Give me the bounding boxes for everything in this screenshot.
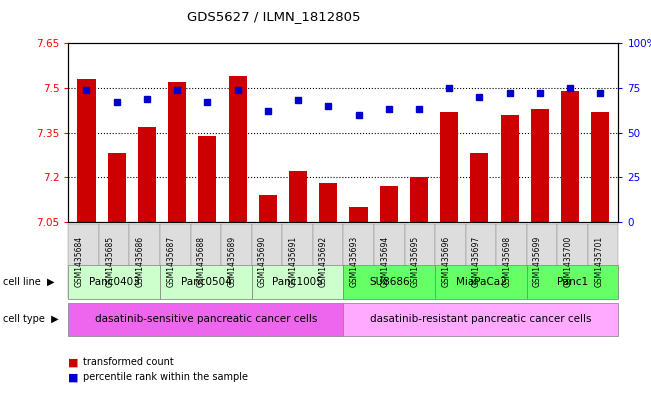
Bar bbox=[501, 115, 519, 222]
Text: GSM1435687: GSM1435687 bbox=[166, 236, 175, 287]
Text: GSM1435696: GSM1435696 bbox=[441, 236, 450, 287]
Text: SU8686: SU8686 bbox=[369, 277, 409, 287]
Text: ■: ■ bbox=[68, 357, 79, 367]
Bar bbox=[380, 186, 398, 222]
Bar bbox=[258, 195, 277, 222]
Text: GSM1435695: GSM1435695 bbox=[411, 236, 420, 287]
Text: dasatinib-resistant pancreatic cancer cells: dasatinib-resistant pancreatic cancer ce… bbox=[370, 314, 592, 324]
Text: cell line  ▶: cell line ▶ bbox=[3, 277, 55, 287]
Text: GSM1435693: GSM1435693 bbox=[350, 236, 359, 287]
Text: GDS5627 / ILMN_1812805: GDS5627 / ILMN_1812805 bbox=[187, 10, 360, 23]
Text: GSM1435691: GSM1435691 bbox=[288, 236, 298, 287]
Text: transformed count: transformed count bbox=[83, 357, 173, 367]
Text: GSM1435700: GSM1435700 bbox=[564, 236, 573, 287]
Bar bbox=[289, 171, 307, 222]
Text: dasatinib-sensitive pancreatic cancer cells: dasatinib-sensitive pancreatic cancer ce… bbox=[94, 314, 317, 324]
Text: GSM1435694: GSM1435694 bbox=[380, 236, 389, 287]
Text: GSM1435690: GSM1435690 bbox=[258, 236, 267, 287]
Text: ■: ■ bbox=[68, 372, 79, 382]
Text: GSM1435684: GSM1435684 bbox=[75, 236, 83, 287]
Text: GSM1435701: GSM1435701 bbox=[594, 236, 603, 287]
Text: GSM1435686: GSM1435686 bbox=[136, 236, 145, 287]
Bar bbox=[107, 154, 126, 222]
Bar bbox=[531, 109, 549, 222]
Text: GSM1435689: GSM1435689 bbox=[227, 236, 236, 287]
Bar bbox=[77, 79, 96, 222]
Bar bbox=[319, 183, 337, 222]
Text: GSM1435692: GSM1435692 bbox=[319, 236, 328, 287]
Text: GSM1435698: GSM1435698 bbox=[503, 236, 512, 287]
Bar bbox=[470, 154, 488, 222]
Text: Panc1005: Panc1005 bbox=[272, 277, 323, 287]
Text: Panc1: Panc1 bbox=[557, 277, 588, 287]
Text: percentile rank within the sample: percentile rank within the sample bbox=[83, 372, 247, 382]
Text: Panc0504: Panc0504 bbox=[180, 277, 231, 287]
Text: MiaPaCa2: MiaPaCa2 bbox=[456, 277, 506, 287]
Bar bbox=[591, 112, 609, 222]
Bar bbox=[410, 177, 428, 222]
Bar bbox=[440, 112, 458, 222]
Text: Panc0403: Panc0403 bbox=[89, 277, 139, 287]
Bar bbox=[138, 127, 156, 222]
Bar bbox=[350, 207, 368, 222]
Bar bbox=[561, 91, 579, 222]
Text: GSM1435685: GSM1435685 bbox=[105, 236, 114, 287]
Text: cell type  ▶: cell type ▶ bbox=[3, 314, 59, 324]
Bar bbox=[229, 76, 247, 222]
Text: GSM1435688: GSM1435688 bbox=[197, 236, 206, 287]
Bar bbox=[168, 82, 186, 222]
Bar bbox=[199, 136, 216, 222]
Text: GSM1435699: GSM1435699 bbox=[533, 236, 542, 287]
Text: GSM1435697: GSM1435697 bbox=[472, 236, 481, 287]
